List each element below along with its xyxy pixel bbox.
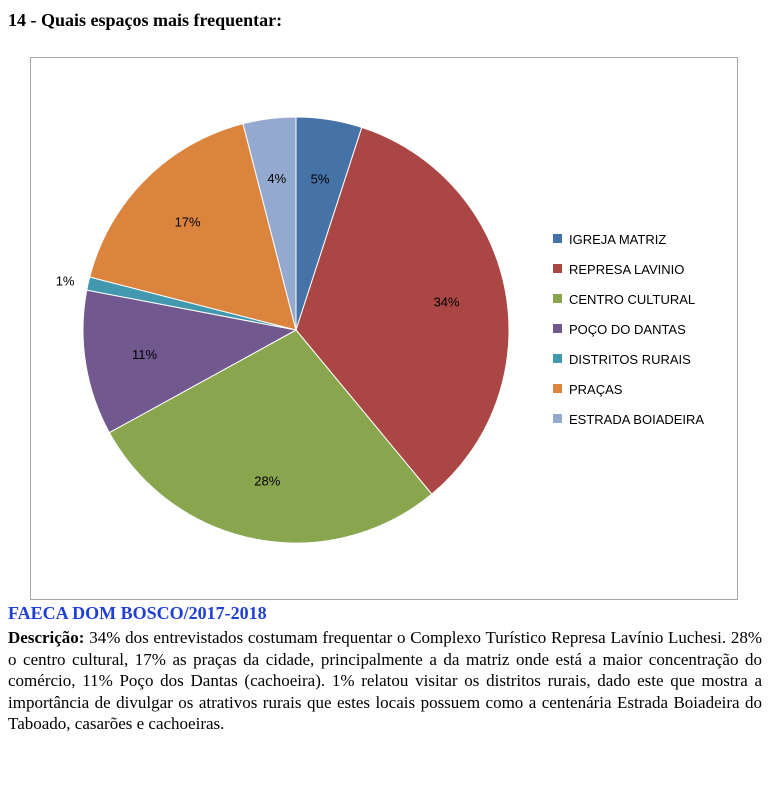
chart-legend: IGREJA MATRIZ REPRESA LAVINIO CENTRO CULTU…: [553, 232, 704, 427]
legend-swatch-distritos-rurais: [553, 354, 562, 363]
legend-item-pracas: PRAÇAS: [553, 382, 623, 397]
data-label-pracas: 17%: [175, 215, 201, 230]
legend-label-estrada-boiadeira: ESTRADA BOIADEIRA: [569, 412, 704, 427]
legend-swatch-represa-lavinio: [553, 264, 562, 273]
legend-swatch-centro-cultural: [553, 294, 562, 303]
legend-label-centro-cultural: CENTRO CULTURAL: [569, 292, 695, 307]
legend-swatch-poco-do-dantas: [553, 324, 562, 333]
legend-label-igreja-matriz: IGREJA MATRIZ: [569, 232, 666, 247]
data-label-igreja-matriz: 5%: [311, 172, 330, 187]
legend-label-distritos-rurais: DISTRITOS RURAIS: [569, 352, 691, 367]
pie-chart: 5% 34% 28% 11% 1% 17% 4% IGREJA MATRIZ REPRESA …: [30, 57, 738, 600]
data-label-centro-cultural: 28%: [254, 474, 280, 489]
data-label-poco-do-dantas: 11%: [132, 347, 157, 362]
legend-label-pracas: PRAÇAS: [569, 382, 623, 397]
description-paragraph: Descrição: 34% dos entrevistados costuma…: [8, 627, 762, 735]
legend-item-estrada-boiadeira: ESTRADA BOIADEIRA: [553, 412, 704, 427]
pie-slices: [82, 116, 510, 544]
pie-slice-estrada-boiadeira: [242, 116, 297, 331]
description-text: 34% dos entrevistados costumam frequenta…: [8, 628, 762, 734]
legend-swatch-pracas: [553, 384, 562, 393]
legend-label-represa-lavinio: REPRESA LAVINIO: [569, 262, 684, 277]
legend-item-poco-do-dantas: POÇO DO DANTAS: [553, 322, 686, 337]
page-title: 14 - Quais espaços mais frequentar:: [8, 10, 283, 30]
data-label-estrada-boiadeira: 4%: [267, 171, 286, 186]
source-caption: FAECA DOM BOSCO/2017-2018: [8, 603, 267, 623]
data-label-represa-lavinio: 34%: [434, 294, 460, 309]
legend-label-poco-do-dantas: POÇO DO DANTAS: [569, 322, 686, 337]
legend-swatch-igreja-matriz: [553, 234, 562, 243]
data-label-distritos-rurais: 1%: [56, 274, 75, 289]
pie-slice-poco-do-dantas: [82, 289, 298, 434]
pie-slice-pracas: [89, 123, 297, 331]
legend-item-igreja-matriz: IGREJA MATRIZ: [553, 232, 666, 247]
pie-chart-canvas: 5% 34% 28% 11% 1% 17% 4% IGREJA MATRIZ REPRESA …: [56, 116, 704, 544]
pie-data-labels: 5% 34% 28% 11% 1% 17% 4%: [56, 171, 460, 489]
legend-item-represa-lavinio: REPRESA LAVINIO: [553, 262, 684, 277]
pie-slice-represa-lavinio: [295, 126, 510, 495]
legend-swatch-estrada-boiadeira: [553, 414, 562, 423]
description-label: Descrição:: [8, 628, 85, 647]
legend-item-centro-cultural: CENTRO CULTURAL: [553, 292, 695, 307]
legend-item-distritos-rurais: DISTRITOS RURAIS: [553, 352, 691, 367]
pie-slice-centro-cultural: [108, 329, 433, 544]
